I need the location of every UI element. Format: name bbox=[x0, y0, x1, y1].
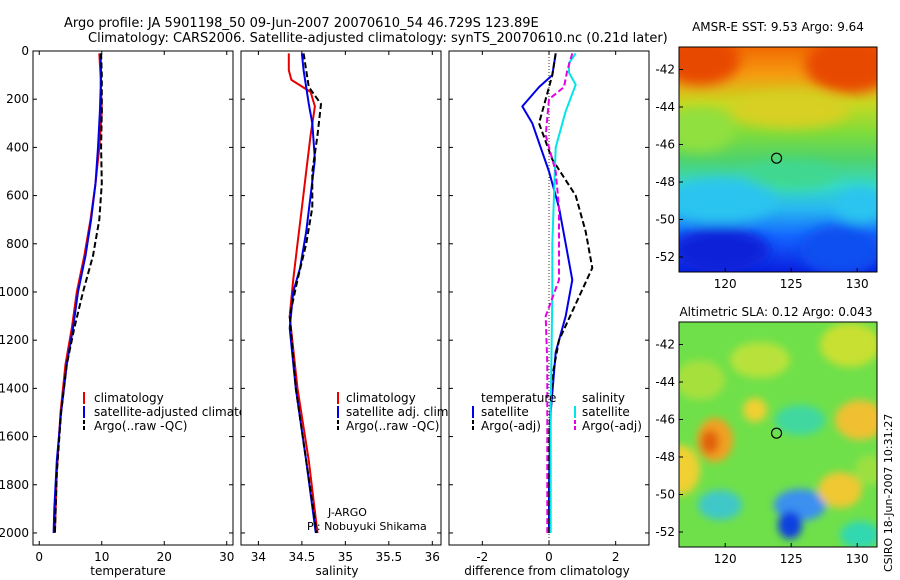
y-tick-label: 400 bbox=[6, 140, 29, 154]
temperature-axes-box bbox=[32, 50, 234, 546]
legend-header-temperature: temperature bbox=[481, 391, 556, 405]
legend-label-temp-argo: Argo(-adj) bbox=[481, 419, 541, 433]
map-y-tick-label: -48 bbox=[655, 175, 675, 189]
x-tick-label: 20 bbox=[157, 550, 172, 564]
x-tick-label: -2 bbox=[476, 550, 488, 564]
temperature-panel: 0 200 400 600 800 1000 1200 1400 1600 1800 2000 0 1… bbox=[0, 44, 272, 578]
x-tick-label: 0 bbox=[35, 550, 43, 564]
figure-title-line2: Climatology: CARS2006. Satellite-adjuste… bbox=[88, 31, 668, 46]
legend-label-argo: Argo(..raw -QC) bbox=[94, 419, 187, 433]
legend-label-satellite-adj: satellite-adjusted climatology bbox=[94, 405, 272, 419]
x-tick-label: 36 bbox=[425, 550, 440, 564]
pi-label: PI: Nobuyuki Shikama bbox=[307, 520, 427, 533]
y-tick-label: 1200 bbox=[0, 333, 29, 347]
map-y-tick-label: -42 bbox=[655, 338, 675, 352]
map-y-tick-label: -52 bbox=[655, 525, 675, 539]
map-x-tick-label: 120 bbox=[714, 277, 737, 291]
map-x-tick-label: 125 bbox=[780, 552, 803, 566]
y-tick-label: 1000 bbox=[0, 285, 29, 299]
series-line-argo-raw-qc bbox=[288, 53, 322, 534]
legend-label-climatology: climatology bbox=[94, 391, 164, 405]
x-tick-label: 34.5 bbox=[289, 550, 316, 564]
map-y-tick-label: -48 bbox=[655, 450, 675, 464]
temperature-xlabel: temperature bbox=[90, 564, 165, 578]
map-y-tick-label: -44 bbox=[655, 375, 675, 389]
y-tick-label: 2000 bbox=[0, 526, 29, 540]
legend-label-climatology: climatology bbox=[346, 391, 416, 405]
y-tick-label: 600 bbox=[6, 189, 29, 203]
map-x-tick-label: 120 bbox=[714, 552, 737, 566]
legend-label-argo: Argo(..raw -QC) bbox=[346, 419, 439, 433]
series-line-climatology bbox=[287, 53, 319, 534]
temperature-y-axis: 0 200 400 600 800 1000 1200 1400 1600 1800 2000 bbox=[0, 44, 233, 540]
sst-map-frame bbox=[678, 46, 878, 273]
series-line-satellite-adjusted-climatology bbox=[52, 53, 103, 534]
sla-map-title: Altimetric SLA: 0.12 Argo: 0.043 bbox=[679, 305, 872, 319]
legend-header-salinity: salinity bbox=[582, 391, 625, 405]
salinity-legend: climatology satellite adj. clim. Argo(..… bbox=[337, 391, 452, 433]
legend-label-sal-satellite: satellite bbox=[582, 405, 630, 419]
map-x-tick-label: 130 bbox=[846, 277, 869, 291]
sla-heatmap bbox=[679, 322, 877, 547]
map-y-tick-label: -50 bbox=[655, 488, 675, 502]
series-line-salinity-satellite bbox=[549, 52, 577, 533]
y-tick-label: 1800 bbox=[0, 478, 29, 492]
series-line-salinity-argo-adj bbox=[544, 53, 574, 533]
salinity-xlabel: salinity bbox=[315, 564, 358, 578]
sst-map-title: AMSR-E SST: 9.53 Argo: 9.64 bbox=[692, 20, 864, 34]
credit-timestamp: CSIRO 18-Jun-2007 10:31:27 bbox=[882, 414, 895, 572]
series-line-satellite-adj-clim bbox=[288, 53, 317, 534]
map-x-tick-label: 125 bbox=[780, 277, 803, 291]
figure-title-line1: Argo profile: JA 5901198_50 09-Jun-2007 … bbox=[64, 16, 539, 31]
map-y-tick-label: -42 bbox=[655, 63, 675, 77]
temperature-series bbox=[52, 53, 103, 534]
x-tick-label: 2 bbox=[612, 550, 620, 564]
y-tick-label: 200 bbox=[6, 92, 29, 106]
x-tick-label: 0 bbox=[545, 550, 553, 564]
difference-xlabel: difference from climatology bbox=[464, 564, 630, 578]
series-line-temperature-argo-adj bbox=[538, 53, 594, 533]
sla-map-axes: 120 125 130 -42 -44 -46 -48 -50 -52 bbox=[655, 338, 868, 567]
map-y-tick-label: -52 bbox=[655, 250, 675, 264]
salinity-x-axis: 34 34.5 35 35.5 36 bbox=[241, 50, 441, 564]
sst-map-panel: AMSR-E SST: 9.53 Argo: 9.64 120 125 130 -42… bbox=[655, 20, 878, 292]
x-tick-label: 10 bbox=[94, 550, 109, 564]
salinity-panel: 34 34.5 35 35.5 36 salinity climatology sate… bbox=[240, 50, 452, 578]
y-tick-label: 1600 bbox=[0, 430, 29, 444]
y-tick-label: 0 bbox=[21, 44, 29, 58]
map-y-tick-label: -50 bbox=[655, 213, 675, 227]
temperature-x-axis: 0 10 20 30 bbox=[35, 51, 234, 564]
salinity-series bbox=[287, 53, 322, 534]
sla-map-frame bbox=[678, 321, 878, 548]
program-label: J-ARGO bbox=[327, 506, 367, 519]
difference-legend: temperature salinity satellite Argo(-adj… bbox=[472, 391, 642, 433]
sla-map-panel: Altimetric SLA: 0.12 Argo: 0.043 bbox=[655, 305, 878, 567]
y-tick-label: 800 bbox=[6, 237, 29, 251]
sla-argo-location-marker bbox=[770, 427, 783, 439]
x-tick-label: 35.5 bbox=[375, 550, 402, 564]
map-y-tick-label: -46 bbox=[655, 413, 675, 427]
sst-heatmap bbox=[679, 47, 877, 272]
sst-argo-location-marker bbox=[770, 152, 783, 164]
x-tick-label: 35 bbox=[338, 550, 353, 564]
map-y-tick-label: -44 bbox=[655, 100, 675, 114]
series-line-argo-raw-qc bbox=[53, 53, 103, 534]
x-tick-label: 30 bbox=[219, 550, 234, 564]
x-tick-label: 34 bbox=[251, 550, 266, 564]
difference-x-axis: -2 0 2 bbox=[449, 50, 649, 564]
legend-label-satellite-adj: satellite adj. clim. bbox=[346, 405, 452, 419]
legend-label-temp-satellite: satellite bbox=[481, 405, 529, 419]
map-y-tick-label: -46 bbox=[655, 138, 675, 152]
y-tick-label: 1400 bbox=[0, 381, 29, 395]
legend-label-sal-argo: Argo(-adj) bbox=[582, 419, 642, 433]
difference-series bbox=[521, 51, 594, 545]
map-x-tick-label: 130 bbox=[846, 552, 869, 566]
temperature-legend: climatology satellite-adjusted climatolo… bbox=[83, 391, 272, 433]
sst-map-axes: 120 125 130 -42 -44 -46 -48 -50 -52 bbox=[655, 63, 868, 292]
salinity-axes-box bbox=[240, 50, 442, 546]
difference-panel: -2 0 2 difference from climatology tempera… bbox=[448, 50, 650, 578]
